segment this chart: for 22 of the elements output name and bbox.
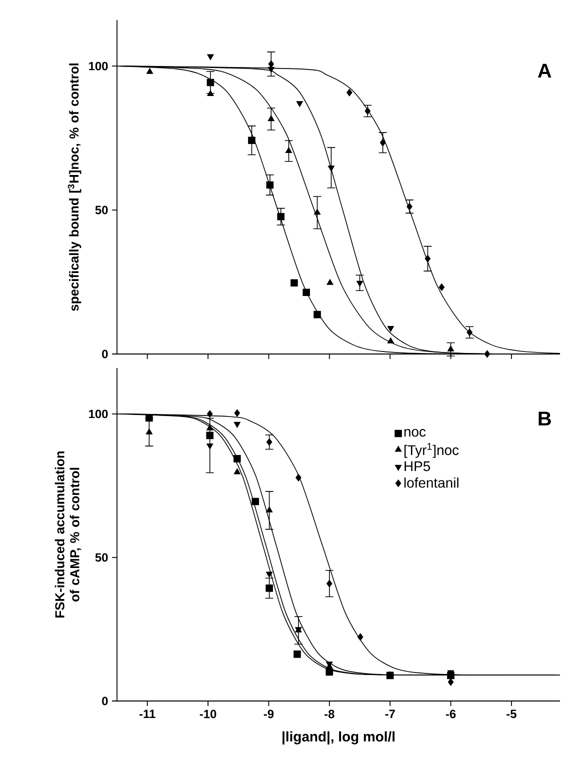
x-tick-label: -11 — [140, 710, 156, 718]
legend-label: lofentanil — [404, 477, 458, 488]
annotation: B — [538, 412, 551, 426]
legend-label: HP5 — [404, 461, 430, 472]
y-tick-label: 50 — [95, 553, 108, 562]
x-tick-label: -10 — [200, 710, 216, 718]
x-tick-label: -6 — [446, 710, 456, 718]
x-tick-label: -5 — [506, 710, 516, 718]
y-tick-label: 100 — [89, 410, 108, 418]
y-tick-label: 0 — [102, 696, 108, 706]
legend-label: noc — [404, 429, 426, 437]
y-tick-label: 100 — [89, 62, 108, 70]
y-tick-label: 50 — [95, 206, 108, 214]
x-axis-title: |ligand|, log mol/l — [282, 731, 395, 745]
y-tick-label: 0 — [102, 350, 108, 358]
annotation: A — [538, 64, 552, 78]
x-tick-label: -7 — [385, 710, 395, 718]
y-axis-title: FSK-induced accumulation of cAMP, % of control — [54, 451, 82, 618]
legend-label: [Tyr$^{1}$]noc — [404, 443, 459, 458]
x-tick-label: -9 — [264, 710, 274, 718]
x-tick-label: -8 — [324, 710, 334, 718]
y-axis-title: specifically bound [$^{3}$H]noc, % of control — [68, 64, 82, 311]
